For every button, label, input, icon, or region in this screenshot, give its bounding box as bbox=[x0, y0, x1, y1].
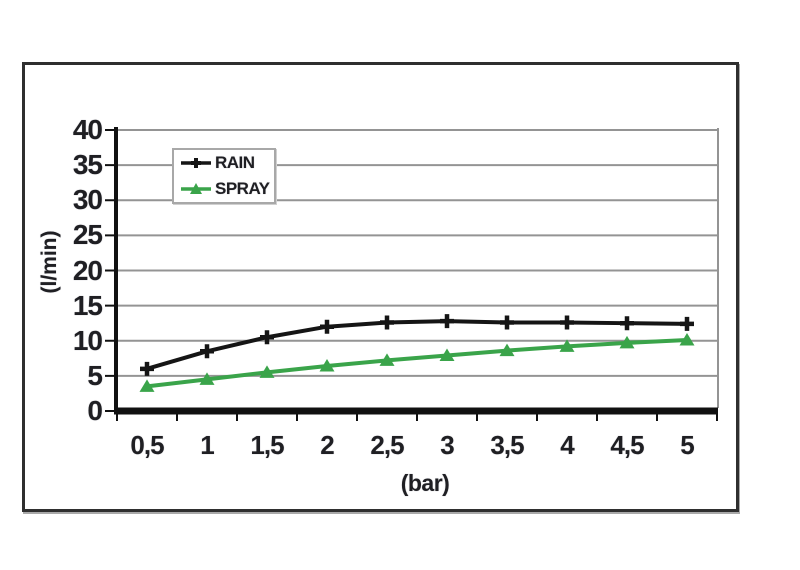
legend-item-spray: SPRAY bbox=[179, 177, 274, 201]
x-tick-label-4: 4 bbox=[560, 430, 574, 460]
y-tick-label-5: 5 bbox=[87, 359, 103, 391]
x-tick-label-1: 1 bbox=[200, 430, 214, 460]
legend-label: SPRAY bbox=[215, 178, 270, 198]
y-tick-label-10: 10 bbox=[72, 324, 103, 356]
legend-item-rain: RAIN bbox=[179, 151, 274, 175]
y-tick-label-25: 25 bbox=[72, 219, 103, 251]
x-tick-label-1.5: 1,5 bbox=[250, 430, 284, 460]
legend-plus-icon bbox=[181, 158, 211, 169]
x-tick-label-2: 2 bbox=[320, 430, 334, 460]
x-tick-label-3: 3 bbox=[440, 430, 454, 460]
y-tick-label-35: 35 bbox=[72, 149, 103, 181]
x-tick-label-4.5: 4,5 bbox=[610, 430, 644, 460]
y-tick-label-30: 30 bbox=[72, 184, 103, 216]
y-tick-label-0: 0 bbox=[87, 395, 103, 426]
x-tick-label-3.5: 3,5 bbox=[490, 430, 524, 460]
x-tick-label-5: 5 bbox=[680, 430, 694, 460]
x-tick-label-0.5: 0,5 bbox=[130, 430, 164, 460]
chart-frame bbox=[22, 62, 739, 512]
y-tick-label-20: 20 bbox=[72, 254, 103, 286]
y-tick-label-40: 40 bbox=[72, 114, 103, 145]
legend: RAIN SPRAY bbox=[172, 148, 276, 204]
y-tick-label-15: 15 bbox=[72, 289, 103, 321]
y-axis-title: (l/min) bbox=[38, 230, 61, 294]
legend-label: RAIN bbox=[215, 153, 255, 173]
legend-triangle-icon bbox=[181, 182, 211, 194]
x-tick-label-2.5: 2,5 bbox=[370, 430, 404, 460]
x-axis-title: (bar) bbox=[400, 470, 450, 496]
